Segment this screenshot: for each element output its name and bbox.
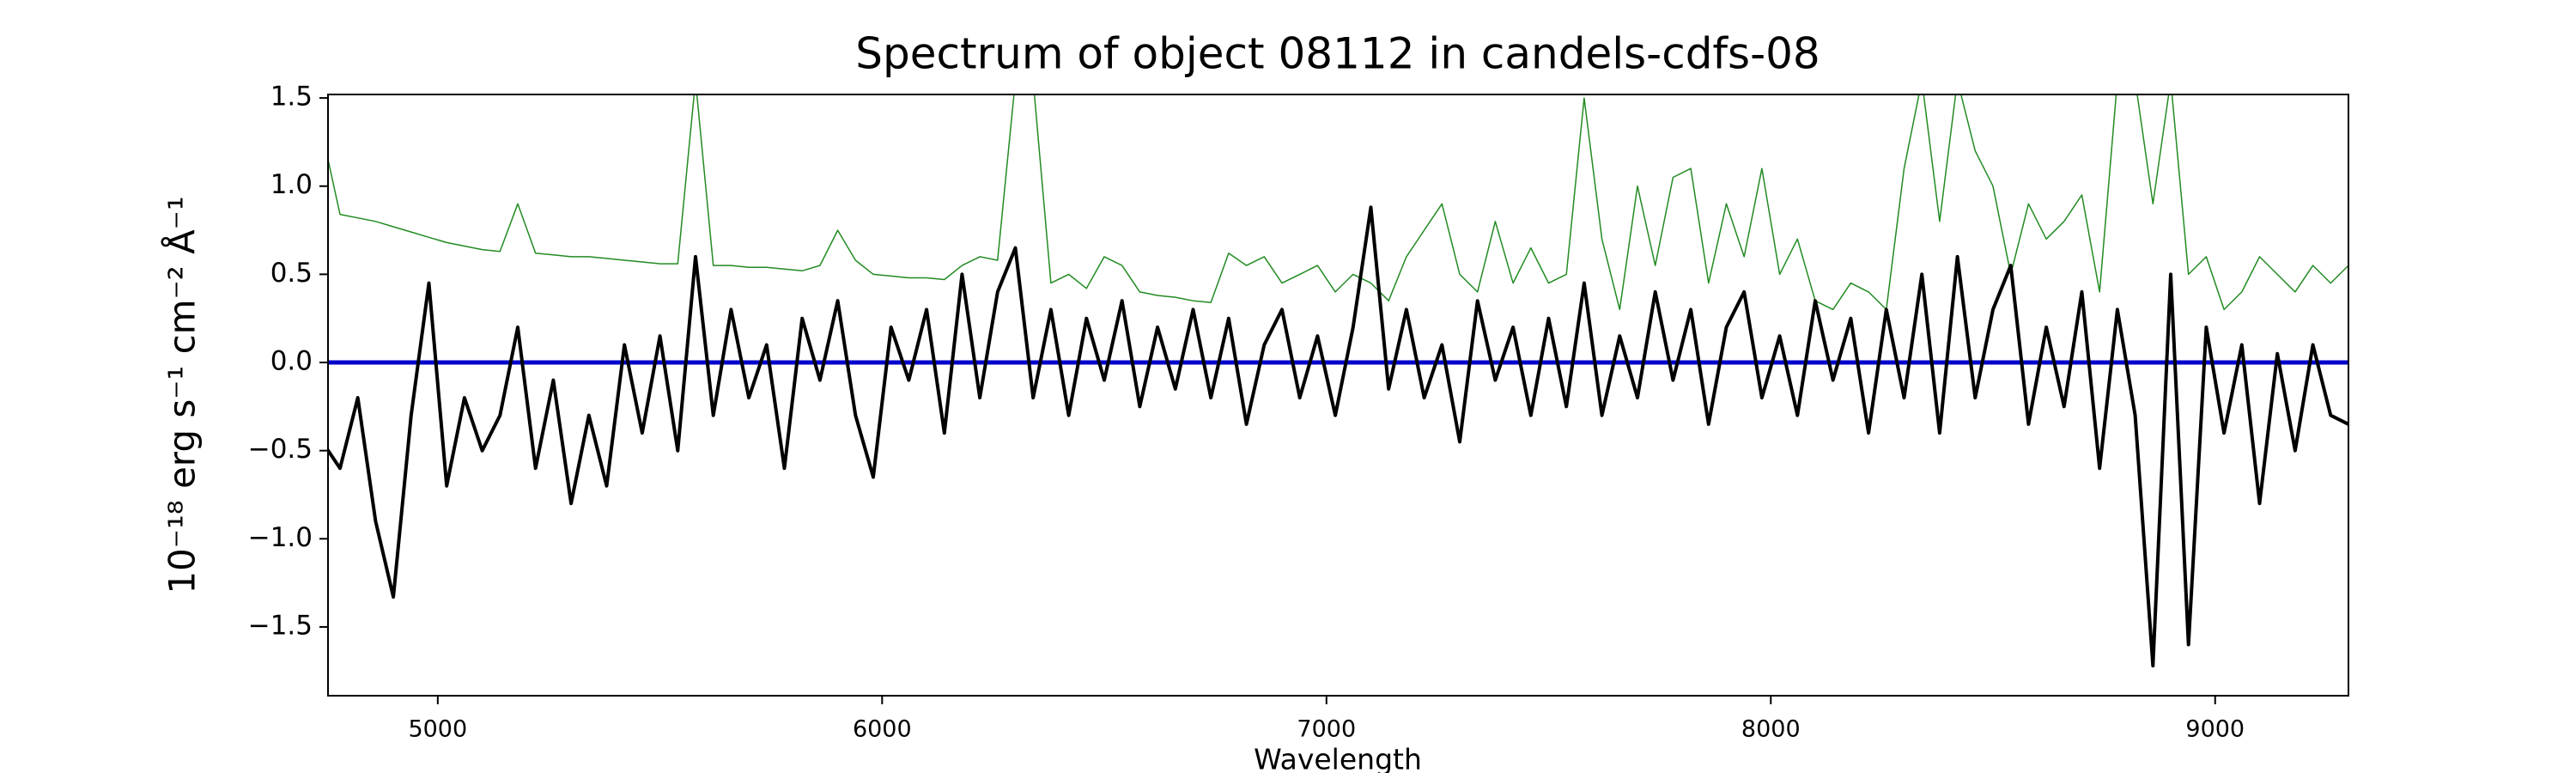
- x-axis-label: Wavelength: [1254, 743, 1422, 773]
- plot-area: [328, 94, 2348, 668]
- y-tick-label: −0.5: [248, 434, 313, 465]
- x-tick-label: 5000: [408, 716, 467, 743]
- y-axis-label: 10⁻¹⁸ erg s⁻¹ cm⁻² Å⁻¹: [161, 196, 204, 593]
- y-tick-label: 1.5: [270, 82, 313, 113]
- y-tick-label: −1.5: [248, 610, 313, 641]
- x-tick-label: 8000: [1741, 716, 1801, 743]
- chart-title: Spectrum of object 08112 in candels-cdfs…: [855, 29, 1820, 79]
- plot-frame: [327, 94, 2349, 697]
- x-tick-label: 9000: [2185, 716, 2245, 743]
- y-tick-label: 0.0: [270, 346, 313, 377]
- y-tick-label: 1.0: [270, 169, 313, 200]
- spectrum-line: [328, 205, 2348, 668]
- x-tick-label: 7000: [1297, 716, 1356, 743]
- y-tick-label: 0.5: [270, 258, 313, 289]
- y-tick-label: −1.0: [248, 522, 313, 553]
- x-tick-label: 6000: [853, 716, 912, 743]
